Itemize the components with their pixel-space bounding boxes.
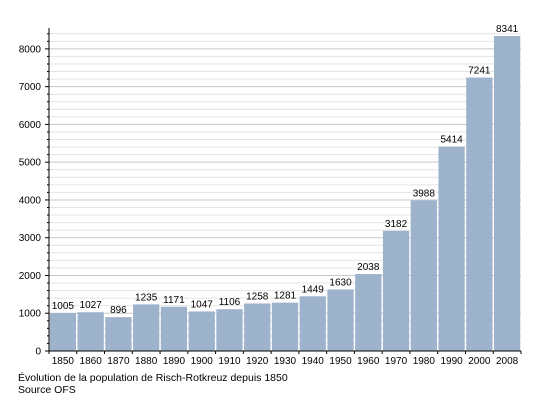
bar-1960 [355, 274, 382, 351]
data-label-1910: 1106 [219, 297, 241, 308]
bar-1940 [299, 296, 326, 351]
y-tick-label-7000: 7000 [19, 82, 42, 93]
data-label-1990: 5414 [440, 135, 463, 146]
x-tick-label-1850: 1850 [52, 356, 75, 367]
x-tick-label-1890: 1890 [163, 356, 186, 367]
x-tick-label-1980: 1980 [413, 356, 436, 367]
bar-1880 [133, 304, 160, 351]
bar-1910 [216, 309, 243, 351]
x-tick-label-1860: 1860 [80, 356, 103, 367]
x-tick-label-2008: 2008 [496, 356, 519, 367]
x-tick-label-1990: 1990 [440, 356, 463, 367]
data-label-1940: 1449 [302, 284, 325, 295]
data-label-2008: 8341 [496, 24, 519, 35]
x-tick-label-2000: 2000 [468, 356, 491, 367]
bars: 1005 1027 896 1235 1171 1047 1106 1258 1281 1449 1… [49, 24, 521, 352]
chart-caption-source: Source OFS [18, 384, 76, 396]
chart-caption-title: Évolution de la population de Risch-Rotk… [18, 372, 288, 384]
bar-1860 [77, 312, 104, 351]
data-label-1980: 3988 [413, 188, 436, 199]
x-tick-label-1880: 1880 [135, 356, 158, 367]
x-tick-label-1970: 1970 [385, 356, 408, 367]
axes: 1850 1860 1870 1880 1890 1900 1910 1920 1930 1940… [19, 28, 522, 367]
data-label-1890: 1171 [163, 295, 185, 306]
x-tick-label-1920: 1920 [246, 356, 269, 367]
data-label-1970: 3182 [385, 219, 408, 230]
data-label-2000: 7241 [468, 66, 491, 77]
y-tick-label-1000: 1000 [19, 309, 42, 320]
y-tick-label-2000: 2000 [19, 271, 42, 282]
data-label-1870: 896 [110, 305, 127, 316]
bar-1980 [410, 200, 437, 351]
data-label-1900: 1047 [191, 299, 214, 310]
data-label-1880: 1235 [135, 292, 158, 303]
x-tick-label-1950: 1950 [329, 356, 352, 367]
x-tick-label-1930: 1930 [274, 356, 297, 367]
y-tick-label-3000: 3000 [19, 233, 42, 244]
y-tick-label-0: 0 [35, 347, 41, 358]
data-label-1930: 1281 [274, 291, 297, 302]
y-tick-label-6000: 6000 [19, 120, 42, 131]
y-tick-label-8000: 8000 [19, 44, 42, 55]
bar-1870 [105, 317, 132, 351]
bar-1950 [327, 289, 354, 351]
bar-1990 [438, 146, 465, 351]
x-tick-label-1940: 1940 [302, 356, 325, 367]
bar-1970 [382, 230, 410, 351]
data-label-1950: 1630 [329, 277, 352, 288]
data-label-1860: 1027 [80, 300, 103, 311]
data-label-1850: 1005 [52, 301, 75, 312]
y-tick-label-4000: 4000 [19, 195, 42, 206]
bar-1850 [49, 313, 77, 351]
bar-1900 [188, 311, 215, 351]
y-tick-label-5000: 5000 [19, 158, 42, 169]
x-tick-label-1960: 1960 [357, 356, 380, 367]
bar-2008 [493, 36, 521, 352]
bar-1930 [271, 302, 299, 351]
x-tick-label-1900: 1900 [191, 356, 214, 367]
data-label-1960: 2038 [357, 262, 380, 273]
x-tick-label-1870: 1870 [107, 356, 130, 367]
bar-1890 [160, 306, 188, 351]
x-tick-label-1910: 1910 [218, 356, 241, 367]
data-label-1920: 1258 [246, 291, 269, 302]
bar-1920 [244, 303, 271, 351]
bar-2000 [466, 77, 493, 351]
